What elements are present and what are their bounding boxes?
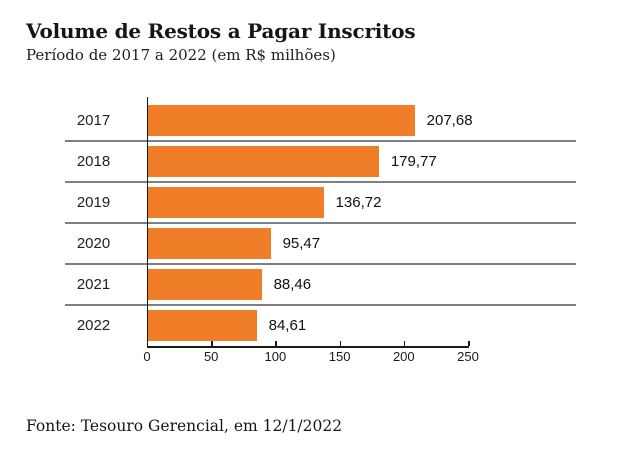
bar-2022 xyxy=(148,310,257,341)
x-axis-tick-label: 50 xyxy=(203,349,219,364)
category-label: 2018 xyxy=(76,153,111,170)
x-axis-tick-label: 250 xyxy=(457,349,479,364)
category-label: 2019 xyxy=(76,194,111,211)
value-label: 207,68 xyxy=(426,112,473,129)
chart-subtitle: Período de 2017 a 2022 (em R$ milhões) xyxy=(26,46,336,64)
bar-2018 xyxy=(148,146,379,177)
bar-2019 xyxy=(148,187,324,218)
x-axis-tick-label: 200 xyxy=(392,349,415,364)
row-separator-line xyxy=(65,222,576,224)
row-separator-line xyxy=(65,181,576,183)
chart-title: Volume de Restos a Pagar Inscritos xyxy=(26,19,416,43)
row-separator-line xyxy=(65,263,576,265)
category-label: 2017 xyxy=(76,112,111,129)
category-label: 2020 xyxy=(76,235,111,252)
x-axis-tick xyxy=(339,341,342,346)
category-label: 2022 xyxy=(76,317,111,334)
x-axis-tick-label: 0 xyxy=(143,349,151,364)
value-label: 136,72 xyxy=(335,194,382,211)
x-axis-tick xyxy=(211,341,213,346)
category-label: 2021 xyxy=(76,276,111,293)
x-axis-tick xyxy=(275,341,277,346)
y-axis-line xyxy=(146,97,148,346)
value-label: 84,61 xyxy=(268,317,307,334)
row-separator-line xyxy=(65,304,576,306)
bar-2020 xyxy=(148,228,271,259)
x-axis-line xyxy=(146,346,469,348)
row-separator-line xyxy=(65,140,576,142)
x-axis-tick xyxy=(468,341,470,346)
x-axis-tick-label: 100 xyxy=(264,349,287,364)
x-axis-tick-label: 150 xyxy=(328,349,351,364)
bar-2021 xyxy=(148,269,262,300)
x-axis-tick xyxy=(403,341,406,346)
value-label: 95,47 xyxy=(282,235,321,252)
source-note: Fonte: Tesouro Gerencial, em 12/1/2022 xyxy=(26,417,343,435)
value-label: 88,46 xyxy=(273,276,312,293)
value-label: 179,77 xyxy=(390,153,437,170)
bar-2017 xyxy=(148,105,415,136)
